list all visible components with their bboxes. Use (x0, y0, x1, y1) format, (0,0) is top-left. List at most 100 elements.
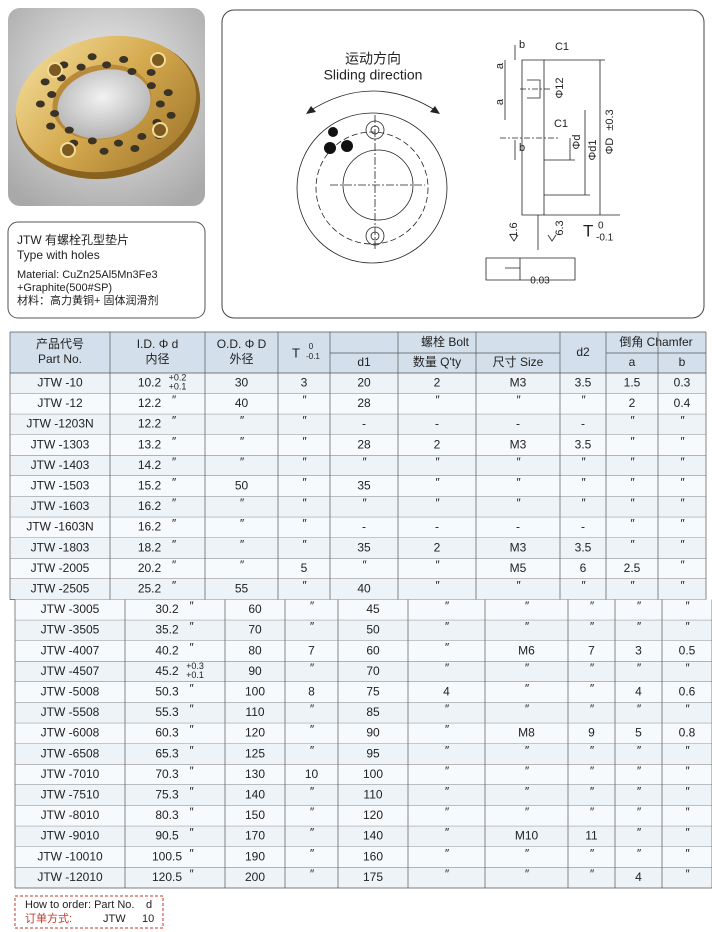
ditto-mark: ″ (435, 578, 440, 592)
ditto-mark: ″ (171, 517, 176, 531)
header-cell: 0 (309, 342, 314, 351)
cell-value: 90 (366, 726, 380, 740)
tolerance-lower: -0.1 (596, 233, 614, 244)
header-cell: 外径 (229, 352, 253, 366)
row-background (10, 455, 706, 476)
ditto-mark: ″ (239, 558, 244, 572)
ditto-mark: ″ (630, 578, 635, 592)
tolerance-symbol: T (583, 221, 593, 240)
bolt-hole (150, 52, 166, 68)
row-background (15, 640, 712, 662)
header-cell: 数量 Q'ty (413, 354, 461, 369)
ditto-mark: ″ (444, 661, 449, 675)
ditto-mark: ″ (309, 805, 314, 819)
cell-value: 28 (357, 437, 371, 451)
ditto-mark: ″ (524, 805, 529, 819)
cell-value: 5 (635, 726, 642, 740)
inner-diameter: 80.3 (155, 808, 179, 822)
ditto-mark: ″ (302, 517, 307, 531)
part-number: JTW -3005 (41, 602, 100, 616)
ditto-mark: ″ (589, 620, 594, 634)
ditto-mark: ″ (636, 702, 641, 716)
cell-value: 50 (366, 623, 380, 637)
ditto-mark: ″ (189, 867, 194, 881)
ditto-mark: ″ (309, 702, 314, 716)
material: Material: CuZn25Al5Mn3Fe3 (17, 269, 158, 281)
cell-value: 85 (366, 705, 380, 719)
cell-value: 0.5 (679, 643, 696, 657)
order-label-cn: 订单方式: (25, 911, 72, 925)
ditto-mark: ″ (636, 846, 641, 860)
row-background (10, 434, 706, 456)
part-number: JTW -10 (37, 375, 83, 389)
part-number: JTW -7010 (41, 767, 100, 781)
inner-diameter: 18.2 (138, 540, 162, 554)
header-cell: 倒角 Chamfer (619, 335, 692, 349)
part-number: JTW -4507 (41, 664, 100, 678)
graphite-plug (40, 78, 50, 86)
part-number: JTW -5508 (41, 705, 100, 719)
row-background (15, 702, 712, 724)
part-number: JTW -12010 (37, 870, 103, 884)
part-number: JTW -1603 (31, 499, 90, 513)
ditto-mark: ″ (524, 764, 529, 778)
ditto-mark: ″ (524, 702, 529, 716)
header-background (10, 332, 706, 373)
ditto-mark: ″ (524, 784, 529, 798)
cell-value: - (581, 520, 585, 534)
cell-value: 110 (363, 787, 382, 801)
ditto-mark: ″ (435, 475, 440, 489)
cell-value: 2 (434, 540, 441, 554)
ditto-mark: ″ (239, 537, 244, 551)
ditto-mark: ″ (685, 826, 690, 840)
part-number: JTW -1303 (31, 437, 90, 451)
ditto-mark: ″ (171, 434, 176, 448)
ditto-mark: ″ (171, 578, 176, 592)
direction-en: Sliding direction (324, 67, 423, 83)
cell-value: 140 (245, 787, 265, 801)
bolt-hole (47, 62, 63, 78)
ditto-mark: ″ (680, 558, 685, 572)
cell-value: 8 (308, 684, 315, 698)
ditto-mark: ″ (302, 393, 307, 407)
ditto-mark: ″ (524, 846, 529, 860)
cell-value: 2 (434, 437, 441, 451)
inner-diameter: 40.2 (155, 643, 179, 657)
ditto-mark: ″ (516, 393, 521, 407)
cell-value: 70 (248, 623, 262, 637)
cell-value: 190 (245, 849, 265, 863)
ditto-mark: ″ (636, 784, 641, 798)
cell-value: 95 (366, 746, 380, 760)
row-background (15, 723, 712, 744)
graphite-plug (146, 68, 156, 76)
ditto-mark: ″ (516, 578, 521, 592)
graphite-plug (130, 144, 140, 152)
product-title: JTW 有螺栓孔型垫片 (17, 232, 129, 247)
ditto-mark: ″ (302, 578, 307, 592)
cell-value: - (362, 520, 366, 534)
graphite-plug (163, 89, 173, 97)
cell-value: 100 (245, 684, 265, 698)
ditto-mark: ″ (189, 826, 194, 840)
ditto-mark: ″ (636, 620, 641, 634)
row-background (10, 496, 706, 518)
cell-value: 35 (357, 540, 371, 554)
dimension-label: b (519, 142, 525, 154)
cell-value: M3 (510, 437, 527, 451)
part-number: JTW -2505 (31, 581, 90, 595)
ditto-mark: ″ (516, 475, 521, 489)
graphite-plug (47, 91, 57, 99)
cell-value: 175 (363, 870, 383, 884)
bolt-hole (60, 142, 76, 158)
cell-value: 0.3 (674, 375, 691, 389)
bolt-hole (152, 122, 168, 138)
ditto-mark: ″ (630, 414, 635, 428)
part-number: JTW -10010 (37, 849, 103, 863)
cell-value: - (435, 417, 439, 431)
order-label: How to order: Part No. (25, 899, 134, 911)
graphite-plug (87, 53, 97, 61)
inner-diameter: 75.3 (155, 787, 179, 801)
cell-value: M5 (510, 561, 527, 575)
ditto-mark: ″ (685, 764, 690, 778)
ditto-mark: ″ (435, 496, 440, 510)
